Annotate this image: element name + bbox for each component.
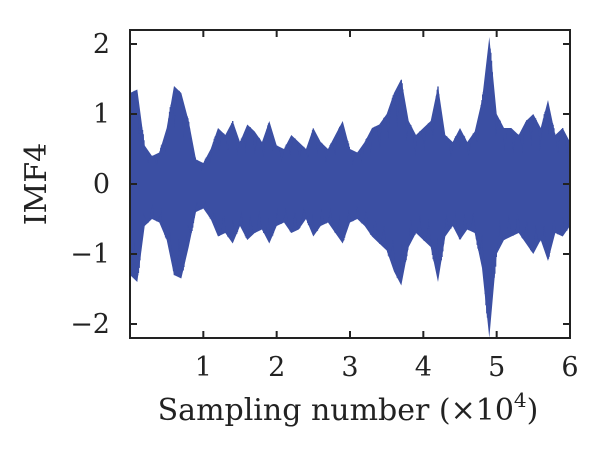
x-axis-title-suffix: ) xyxy=(527,393,539,428)
x-axis-title: Sampling number (×104) xyxy=(158,388,539,428)
x-tick-label: 3 xyxy=(341,352,358,383)
y-axis-title: IMF4 xyxy=(19,143,54,225)
y-tick-label: 2 xyxy=(93,29,110,60)
y-tick-label: 0 xyxy=(93,169,110,200)
x-tick-label: 5 xyxy=(488,352,505,383)
series-0-line xyxy=(129,48,571,318)
y-tick-label: 1 xyxy=(93,99,110,130)
x-tick-label: 1 xyxy=(195,352,212,383)
y-axis: −2 −1 0 1 2 xyxy=(70,29,570,340)
x-axis: 1 2 3 4 5 6 xyxy=(195,30,579,383)
x-tick-label: 4 xyxy=(415,352,432,383)
y-tick-label: −1 xyxy=(70,239,110,270)
x-tick-label: 6 xyxy=(561,352,578,383)
y-tick-label: −2 xyxy=(70,309,110,340)
x-axis-title-exponent: 4 xyxy=(514,388,527,412)
x-tick-label: 2 xyxy=(268,352,285,383)
signal-traces xyxy=(129,37,571,338)
x-axis-title-main: Sampling number (×10 xyxy=(158,393,514,428)
